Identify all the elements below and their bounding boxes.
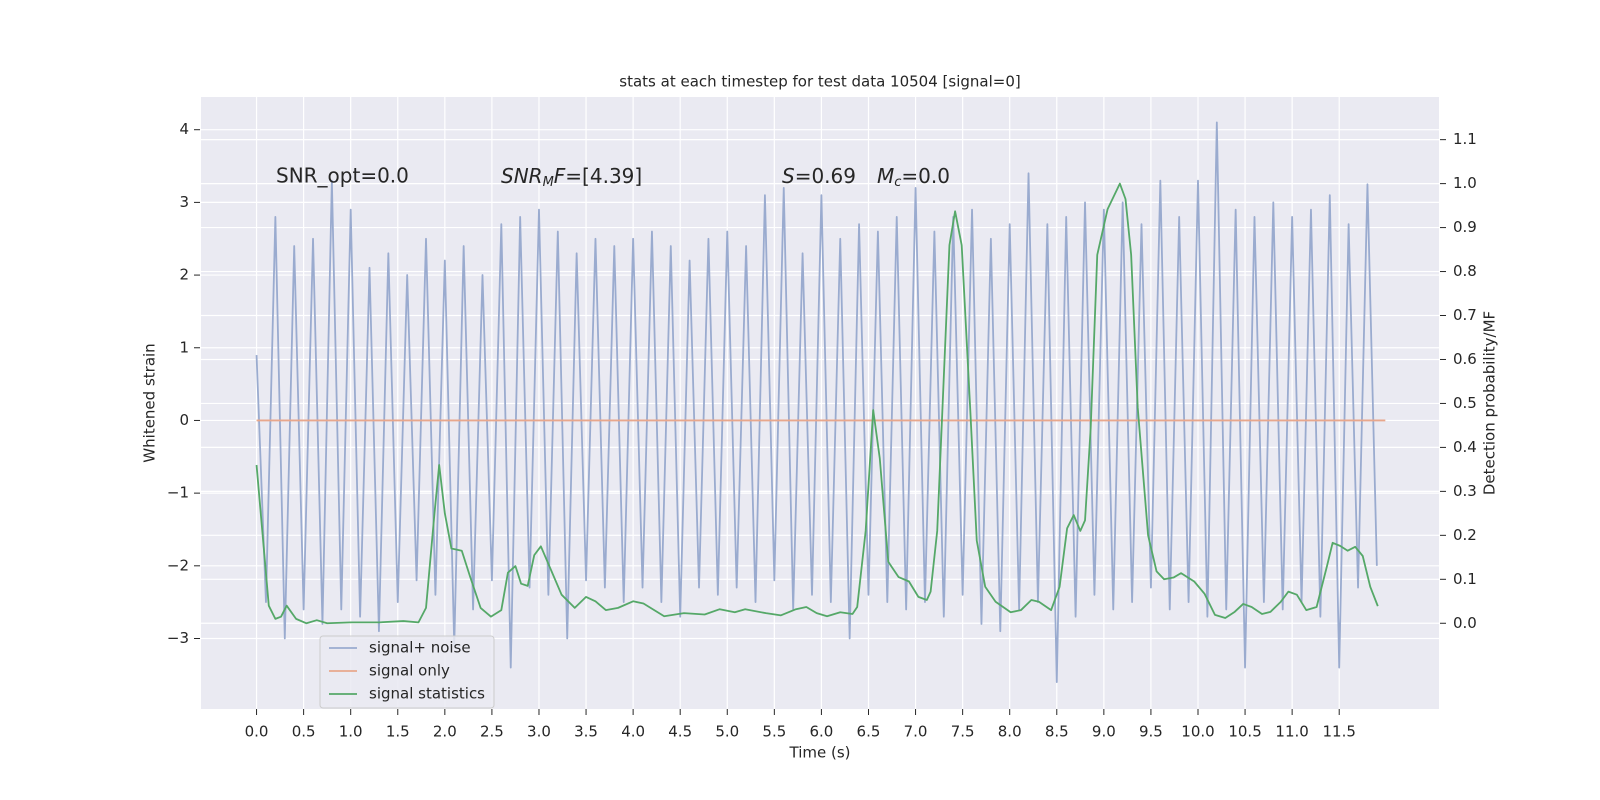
x-tick-label: 11.0 [1275, 723, 1308, 741]
x-tick-label: 6.5 [857, 723, 881, 741]
x-tick-label: 9.0 [1092, 723, 1116, 741]
annotation: SNRMF=[4.39] [501, 164, 642, 190]
x-tick-label: 8.5 [1045, 723, 1069, 741]
marks [255, 121, 1386, 684]
annotation-part: c [894, 175, 901, 190]
x-tick-label: 11.5 [1323, 723, 1356, 741]
annotation-part: =0.69 [795, 164, 856, 188]
annotation-part: SNR [501, 164, 543, 188]
x-tick-label: 2.5 [480, 723, 504, 741]
y-tick-label: 4 [179, 120, 189, 138]
x-tick-label: 0.5 [292, 723, 316, 741]
y-tick-label: 2 [179, 266, 189, 284]
y-tick-label: 3 [179, 193, 189, 211]
x-tick-label: 9.5 [1139, 723, 1163, 741]
x-tick-label: 1.0 [339, 723, 363, 741]
x-tick-label: 4.5 [668, 723, 692, 741]
y-axis-label: Whitened strain [141, 343, 159, 462]
y-tick-label: −1 [167, 484, 189, 502]
chart-title: stats at each timestep for test data 105… [619, 73, 1020, 91]
y-tick-label: 1 [179, 338, 189, 356]
x-tick-label: 3.5 [574, 723, 598, 741]
x-tick-label: 7.0 [904, 723, 928, 741]
y2-tick-label: 0.3 [1453, 482, 1477, 500]
x-tick-label: 7.5 [951, 723, 975, 741]
y2-tick-label: 0.7 [1453, 306, 1477, 324]
y2-tick-label: 0.1 [1453, 570, 1477, 588]
y2-tick-label: 0.9 [1453, 218, 1477, 236]
y2-axis-label: Detection probability/MF [1481, 311, 1499, 495]
series-line [255, 121, 1378, 684]
x-tick-label: 3.0 [527, 723, 551, 741]
annotation: S=0.69 [782, 164, 856, 188]
y-tick-label: −3 [167, 629, 189, 647]
x-axis-label: Time (s) [789, 744, 851, 762]
x-tick-label: 5.5 [762, 723, 786, 741]
x-tick-label: 10.0 [1181, 723, 1214, 741]
annotation-part: M [877, 164, 894, 188]
x-tick-label: 0.0 [245, 723, 269, 741]
legend-box [319, 635, 495, 709]
x-tick-label: 2.0 [433, 723, 457, 741]
y2-tick-label: 1.1 [1453, 130, 1477, 148]
legend: signal+ noise signal only signal statistic… [319, 635, 495, 709]
legend-label: signal only [369, 662, 450, 680]
x-tick-label: 6.0 [809, 723, 833, 741]
x-tick-label: 8.0 [998, 723, 1022, 741]
annotation-part: =[4.39] [565, 164, 642, 188]
legend-label: signal statistics [369, 685, 485, 703]
series-line [255, 182, 1379, 625]
annotation: SNR_opt=0.0 [276, 164, 409, 188]
y2-tick-label: 0.2 [1453, 526, 1477, 544]
y2-tick-label: 0.8 [1453, 262, 1477, 280]
x-tick-label: 5.0 [715, 723, 739, 741]
annotation-part: M [543, 175, 554, 190]
y2-tick-label: 0.6 [1453, 350, 1477, 368]
x-tick-label: 1.5 [386, 723, 410, 741]
y2-tick-label: 1.0 [1453, 174, 1477, 192]
y-tick-label: 0 [179, 411, 189, 429]
y-tick-label: −2 [167, 556, 189, 574]
x-tick-label: 10.5 [1228, 723, 1261, 741]
y2-tick-label: 0.0 [1453, 614, 1477, 632]
annotation: Mc=0.0 [877, 164, 950, 190]
annotation-part: F [554, 164, 566, 188]
annotation-part: =0.0 [901, 164, 950, 188]
y2-tick-label: 0.5 [1453, 394, 1477, 412]
x-tick-label: 4.0 [621, 723, 645, 741]
grid [201, 97, 1439, 709]
legend-label: signal+ noise [369, 639, 471, 657]
y2-tick-label: 0.4 [1453, 438, 1477, 456]
annotation-part: S [782, 164, 795, 188]
